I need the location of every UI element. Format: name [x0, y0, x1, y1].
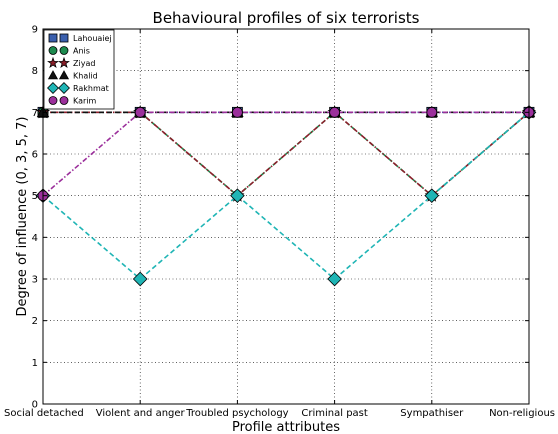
legend-marker — [58, 82, 70, 94]
x-tick-label: Violent and anger — [96, 408, 186, 419]
y-tick-label: 5 — [32, 191, 38, 202]
data-point — [134, 106, 146, 118]
x-tick-label: Social detached — [4, 408, 84, 419]
data-point — [329, 106, 341, 118]
plot-frame — [42, 28, 530, 405]
data-point — [424, 188, 440, 203]
x-tick-label: Troubled psychology — [185, 408, 288, 419]
x-axis-title: Profile attributes — [232, 420, 340, 434]
y-tick-label: 7 — [32, 108, 38, 119]
series-line — [42, 111, 530, 281]
legend-marker — [47, 82, 59, 94]
legend-label: Karim — [73, 97, 97, 106]
tick-labels: 0 1 2 3 4 5 6 7 8 9 Social detached Violent and ang… — [4, 25, 555, 420]
legend-marker — [48, 33, 58, 43]
x-tick-label: Non-religious — [489, 408, 555, 419]
legend-marker — [48, 46, 58, 55]
legend-marker — [47, 56, 59, 69]
legend-label: Ziyad — [73, 59, 95, 68]
x-tick-label: Criminal past — [301, 408, 368, 419]
legend-label: Rakhmat — [73, 84, 109, 93]
legend-label: Khalid — [73, 72, 98, 81]
y-tick-label: 2 — [32, 316, 38, 327]
y-tick-label: 0 — [32, 400, 38, 411]
legend: Lahouaiej Anis Ziyad Khalid Rakhmat Karim — [43, 29, 115, 110]
legend-marker — [58, 56, 70, 69]
legend-label: Lahouaiej — [73, 34, 112, 43]
data-point — [426, 106, 438, 118]
y-tick-label: 3 — [32, 275, 38, 286]
data-point — [132, 271, 148, 287]
y-tick-label: 1 — [32, 358, 38, 369]
chart-title: Behavioural profiles of six terrorists — [153, 9, 420, 27]
legend-box — [43, 29, 115, 110]
legend-marker — [48, 96, 58, 105]
legend-marker — [59, 46, 69, 55]
data-point — [231, 106, 243, 118]
legend-marker — [59, 33, 69, 43]
y-tick-label: 8 — [32, 66, 38, 77]
y-tick-label: 6 — [32, 150, 38, 161]
legend-label: Anis — [73, 47, 90, 56]
data-point — [230, 188, 245, 203]
y-tick-label: 9 — [32, 25, 38, 36]
x-tick-label: Sympathiser — [400, 408, 464, 419]
series-line — [42, 111, 529, 197]
legend-marker — [59, 96, 69, 105]
y-axis-title: Degree of influence (0, 3, 5, 7) — [15, 117, 30, 317]
series-karim — [37, 106, 535, 202]
data-point — [327, 271, 342, 287]
legend-marker — [47, 70, 59, 80]
legend-marker — [58, 70, 70, 80]
y-tick-label: 4 — [32, 233, 38, 244]
